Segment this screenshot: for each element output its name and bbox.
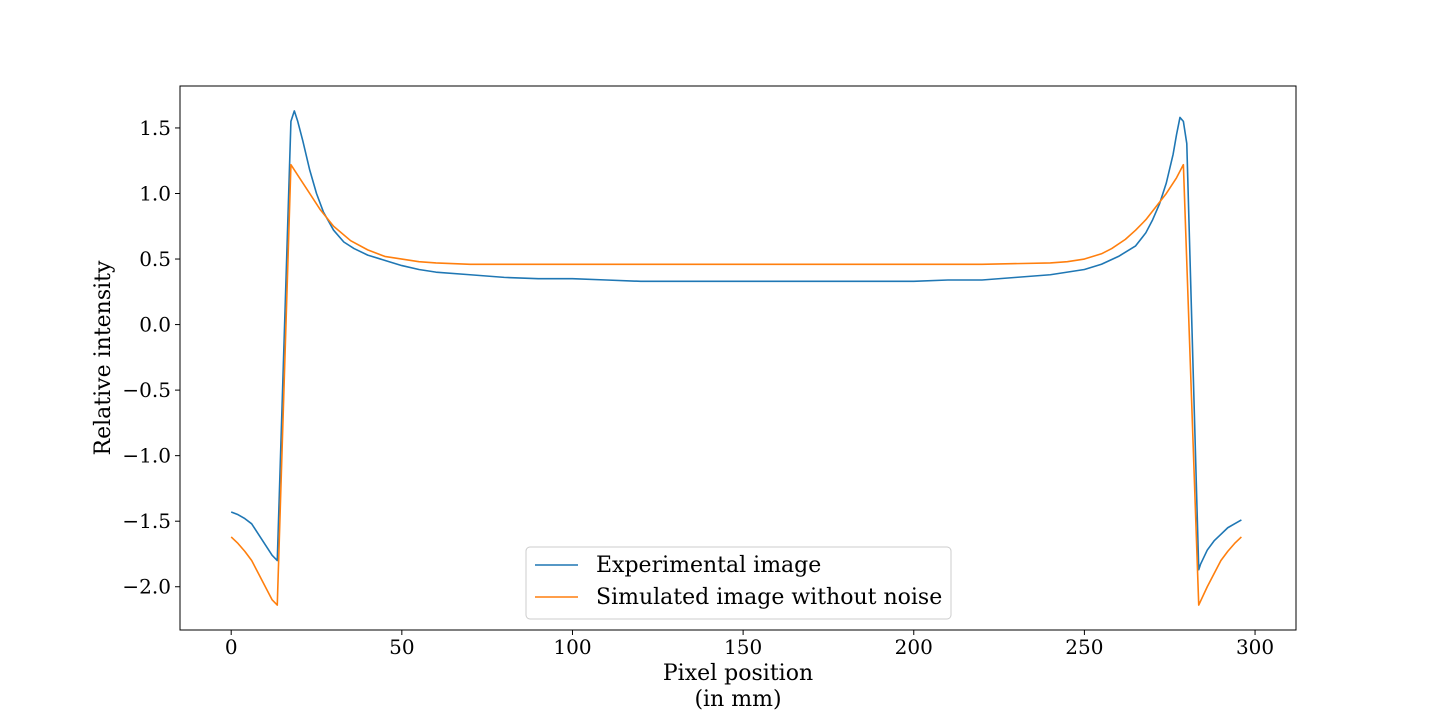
series-line-simulated <box>230 163 1242 606</box>
x-tick-label: 300 <box>1236 635 1274 659</box>
series-line-experimental <box>230 110 1242 571</box>
y-tick-label: −1.0 <box>122 444 171 468</box>
x-axis-label: Pixel position <box>663 661 813 686</box>
x-axis-label-unit: (in mm) <box>694 687 781 712</box>
axes <box>179 85 1297 631</box>
y-tick-label: 0.0 <box>139 313 171 337</box>
x-tick-label: 0 <box>225 635 238 659</box>
y-tick-label: −2.0 <box>122 575 171 599</box>
y-tick-label: −1.5 <box>122 509 171 533</box>
x-axis-ticks: 0 50 100 150 200 250 300 <box>225 630 1274 659</box>
plot-area <box>230 110 1242 606</box>
y-tick-label: 1.0 <box>139 181 171 205</box>
x-tick-label: 50 <box>389 635 414 659</box>
x-tick-label: 250 <box>1065 635 1103 659</box>
y-axis-ticks: 1.5 1.0 0.5 0.0 −0.5 −1.0 −1.5 −2.0 <box>122 116 180 599</box>
legend-label-experimental: Experimental image <box>596 553 821 578</box>
x-tick-label: 100 <box>553 635 591 659</box>
x-tick-label: 200 <box>895 635 933 659</box>
y-axis-label: Relative intensity <box>91 260 116 455</box>
x-tick-label: 150 <box>724 635 762 659</box>
legend-box <box>525 546 952 620</box>
y-tick-label: 0.5 <box>139 247 171 271</box>
legend-label-simulated: Simulated image without noise <box>596 585 942 610</box>
y-tick-label: −0.5 <box>122 378 171 402</box>
legend: Experimental image Simulated image witho… <box>525 546 952 620</box>
axes-frame <box>179 85 1297 631</box>
y-tick-label: 1.5 <box>139 116 171 140</box>
